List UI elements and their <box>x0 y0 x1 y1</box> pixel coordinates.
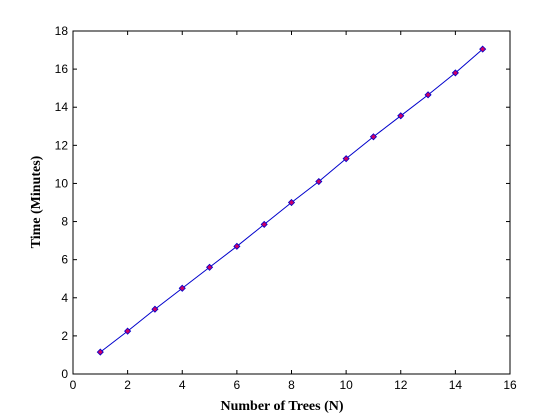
data-point <box>233 242 241 250</box>
data-point <box>315 177 323 186</box>
x-tick-label: 2 <box>124 378 131 392</box>
data-point <box>369 133 378 141</box>
y-tick-label: 8 <box>61 215 68 229</box>
x-axis-ticks: 0 2 4 6 8 10 12 14 16 <box>70 31 517 392</box>
y-tick-label: 0 <box>61 367 68 381</box>
y-tick-label: 10 <box>55 176 69 190</box>
data-point <box>451 69 459 77</box>
y-tick-label: 18 <box>55 24 69 38</box>
data-point <box>178 284 186 292</box>
x-tick-label: 0 <box>70 378 77 392</box>
data-point <box>96 348 104 356</box>
y-tick-label: 12 <box>55 138 69 152</box>
y-tick-label: 14 <box>55 100 69 114</box>
data-point <box>479 45 487 53</box>
y-axis-ticks: 0 2 4 6 8 10 12 14 16 18 <box>55 24 510 381</box>
y-tick-label: 6 <box>61 253 68 267</box>
series-layer <box>96 45 487 356</box>
y-tick-label: 4 <box>61 291 68 305</box>
x-tick-label: 4 <box>179 378 186 392</box>
data-point <box>151 305 159 313</box>
x-tick-label: 12 <box>394 378 408 392</box>
x-tick-label: 14 <box>449 378 463 392</box>
data-point <box>124 327 132 335</box>
data-point <box>424 91 432 99</box>
y-tick-label: 2 <box>61 329 68 343</box>
x-axis-label: Number of Trees (N) <box>221 399 344 414</box>
x-tick-label: 10 <box>339 378 353 392</box>
data-point <box>260 220 268 228</box>
x-tick-label: 6 <box>234 378 241 392</box>
data-point <box>342 155 350 163</box>
data-point <box>205 263 214 271</box>
y-axis-label: Time (Minutes) <box>29 155 44 248</box>
data-point <box>287 198 296 207</box>
x-tick-label: 8 <box>288 378 295 392</box>
data-point <box>397 112 405 120</box>
x-tick-label: 16 <box>503 378 517 392</box>
y-tick-label: 16 <box>55 62 69 76</box>
